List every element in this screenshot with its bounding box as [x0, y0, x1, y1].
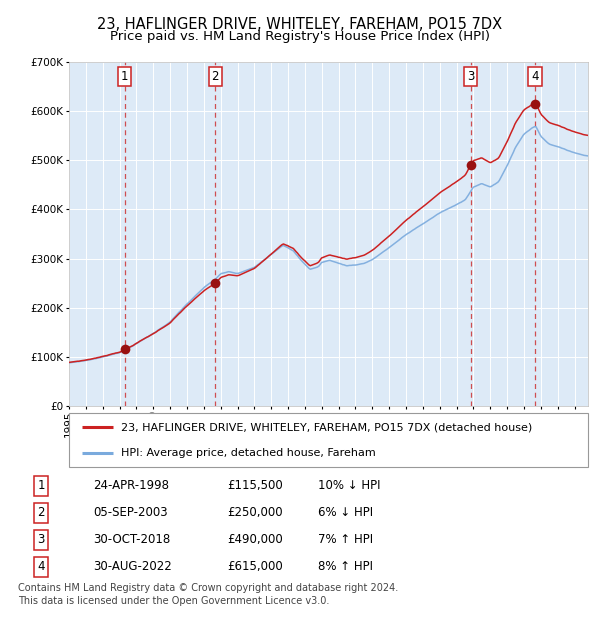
- Text: 24-APR-1998: 24-APR-1998: [93, 479, 169, 492]
- Text: 7% ↑ HPI: 7% ↑ HPI: [317, 533, 373, 546]
- Text: HPI: Average price, detached house, Fareham: HPI: Average price, detached house, Fare…: [121, 448, 376, 458]
- Text: 2: 2: [212, 69, 219, 82]
- FancyBboxPatch shape: [69, 414, 588, 467]
- Text: 8% ↑ HPI: 8% ↑ HPI: [317, 560, 373, 574]
- Text: £250,000: £250,000: [227, 507, 283, 520]
- Text: 23, HAFLINGER DRIVE, WHITELEY, FAREHAM, PO15 7DX (detached house): 23, HAFLINGER DRIVE, WHITELEY, FAREHAM, …: [121, 422, 532, 432]
- Text: 10% ↓ HPI: 10% ↓ HPI: [317, 479, 380, 492]
- Text: 1: 1: [37, 479, 45, 492]
- Text: £615,000: £615,000: [227, 560, 283, 574]
- Text: 05-SEP-2003: 05-SEP-2003: [93, 507, 167, 520]
- Text: Contains HM Land Registry data © Crown copyright and database right 2024.
This d: Contains HM Land Registry data © Crown c…: [18, 583, 398, 606]
- Text: 3: 3: [37, 533, 45, 546]
- Text: £115,500: £115,500: [227, 479, 283, 492]
- Text: 2: 2: [37, 507, 45, 520]
- Text: 4: 4: [532, 69, 539, 82]
- Text: 3: 3: [467, 69, 474, 82]
- Text: £490,000: £490,000: [227, 533, 283, 546]
- Text: Price paid vs. HM Land Registry's House Price Index (HPI): Price paid vs. HM Land Registry's House …: [110, 30, 490, 43]
- Text: 30-AUG-2022: 30-AUG-2022: [93, 560, 172, 574]
- Text: 30-OCT-2018: 30-OCT-2018: [93, 533, 170, 546]
- Text: 23, HAFLINGER DRIVE, WHITELEY, FAREHAM, PO15 7DX: 23, HAFLINGER DRIVE, WHITELEY, FAREHAM, …: [97, 17, 503, 32]
- Text: 6% ↓ HPI: 6% ↓ HPI: [317, 507, 373, 520]
- Text: 4: 4: [37, 560, 45, 574]
- Text: 1: 1: [121, 69, 128, 82]
